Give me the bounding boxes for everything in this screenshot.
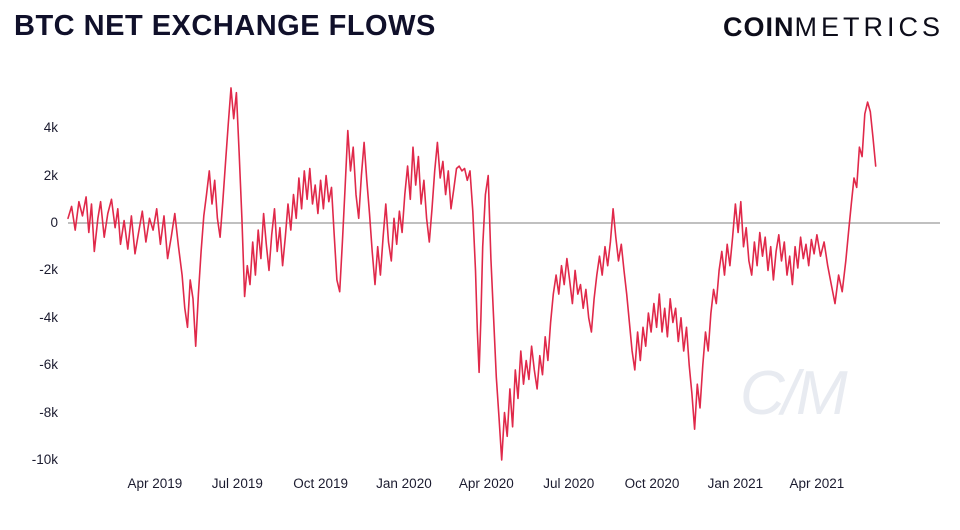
y-axis-label: -6k [39, 357, 58, 373]
series-line [67, 87, 877, 461]
y-axis-label: 2k [43, 167, 58, 183]
x-axis-label: Apr 2020 [458, 476, 514, 491]
x-axis-label: Oct 2019 [293, 476, 349, 491]
x-axis-label: Oct 2020 [624, 476, 680, 491]
y-axis-label: 4k [43, 120, 58, 136]
x-axis-label: Jan 2020 [376, 476, 432, 491]
y-axis-label: -8k [39, 404, 58, 420]
logo-coin: COIN [723, 12, 795, 42]
x-axis-label: Jul 2020 [543, 476, 595, 491]
x-axis-label: Jan 2021 [707, 476, 764, 491]
logo-metrics: METRICS [794, 12, 944, 42]
y-axis-label: -4k [39, 309, 58, 325]
header: BTC NET EXCHANGE FLOWS COINMETRICS [0, 0, 960, 58]
coinmetrics-logo: COINMETRICS [723, 12, 944, 43]
x-axis-label: Apr 2019 [127, 476, 183, 491]
y-axis-label: -10k [31, 452, 58, 467]
y-axis-label: -2k [39, 262, 58, 278]
x-axis-label: Jul 2019 [211, 476, 263, 491]
page-title: BTC NET EXCHANGE FLOWS [14, 10, 436, 42]
x-axis-label: Apr 2021 [789, 476, 845, 491]
y-axis-label: 0 [50, 215, 58, 230]
watermark-cm-logo: C/M [740, 359, 848, 428]
